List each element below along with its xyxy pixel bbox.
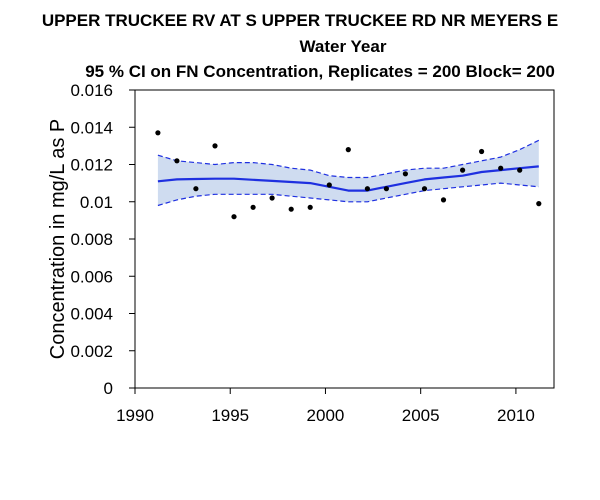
data-point [517,167,523,173]
data-point [231,214,237,220]
data-point [288,206,294,212]
trend-line [157,165,539,192]
x-tick-label: 1990 [116,406,154,425]
data-point [212,143,218,149]
data-point [479,148,485,155]
data-point [440,197,447,203]
data-point [193,186,199,192]
confidence-band [157,140,539,206]
data-point [536,201,542,207]
data-point [307,204,313,210]
ci-upper-line [157,139,540,179]
data-point [364,186,370,192]
data-point [383,186,389,192]
x-axis: 1990 1995 2000 2005 2010 [116,388,535,425]
data-point [326,182,332,188]
data-point [460,167,466,173]
y-axis: 0 0.002 0.004 0.006 0.008 0.01 0.012 0.014 0.016 [70,81,135,398]
point-layer [155,130,542,220]
data-point [155,130,161,136]
data-point [402,171,408,177]
data-point [345,147,351,153]
y-tick-label: 0.016 [70,81,113,100]
confidence-band-layer [157,140,539,206]
plot-frame [134,89,555,389]
chart-title-line-1: UPPER TRUCKEE RV AT S UPPER TRUCKEE RD N… [42,11,558,30]
y-axis-label: Concentration in mg/L as P [47,119,69,360]
y-tick-label: 0.006 [70,267,113,286]
x-tick-label: 2010 [497,406,535,425]
data-point [498,165,504,171]
x-tick-label: 2005 [402,406,440,425]
chart-title-line-2: Water Year [300,37,387,56]
x-tick-label: 1995 [211,406,249,425]
ci-lower-line [157,182,539,207]
y-tick-label: 0.014 [70,118,113,137]
y-tick-label: 0.012 [70,156,113,175]
y-tick-label: 0.004 [70,305,113,324]
data-point [174,158,180,164]
data-point [250,204,256,210]
y-tick-label: 0.01 [80,193,113,212]
y-tick-label: 0 [104,379,113,398]
data-point [421,186,428,192]
chart-title-line-3: 95 % CI on FN Concentration, Replicates … [85,62,555,81]
data-point [269,195,275,201]
x-tick-label: 2000 [307,406,345,425]
line-layer [157,139,540,207]
y-tick-label: 0.002 [70,342,113,361]
y-tick-label: 0.008 [70,230,113,249]
